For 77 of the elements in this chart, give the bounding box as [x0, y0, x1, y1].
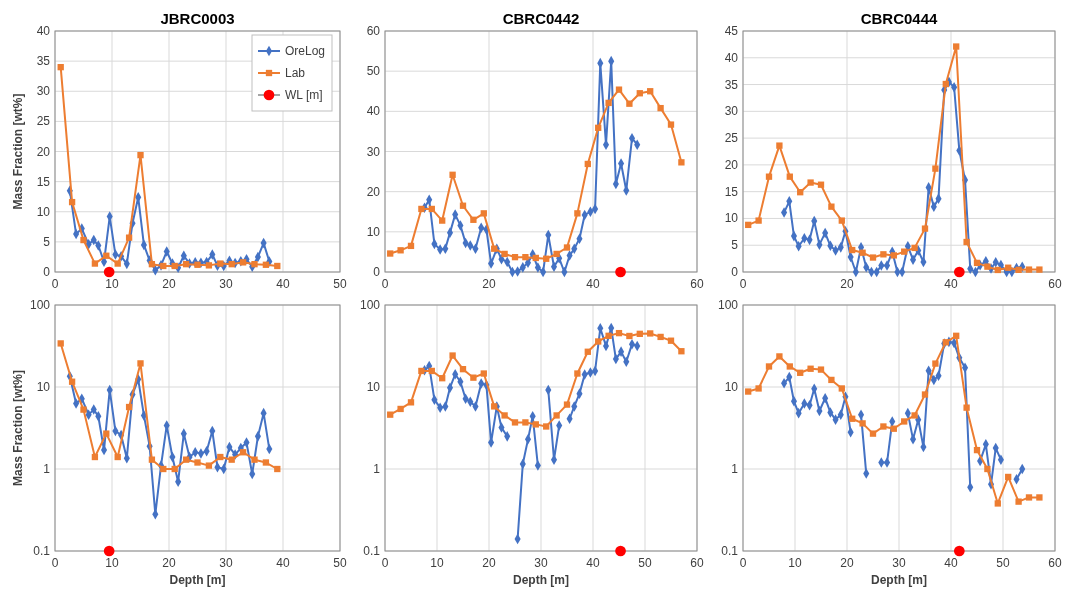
y-tick-label: 1: [731, 462, 739, 476]
y-axis-title: Mass Fraction [wt%]: [11, 369, 25, 487]
y-tick-label: 10: [36, 204, 51, 219]
y-tick-label: 1: [43, 462, 51, 476]
legend-label: WL [m]: [285, 88, 323, 102]
x-tick-label: 10: [105, 556, 119, 570]
legend-label: OreLog: [285, 44, 326, 58]
x-tick-label: 20: [482, 277, 496, 291]
y-tick-label: 25: [36, 114, 51, 129]
chart-title: CBRC0442: [502, 10, 580, 27]
y-tick-label: 10: [366, 380, 381, 394]
x-tick-label: 20: [162, 277, 176, 291]
y-tick-label: 1: [373, 462, 381, 476]
x-tick-label: 60: [690, 556, 704, 570]
y-tick-label: 40: [724, 50, 739, 65]
y-tick-label: 30: [36, 84, 51, 99]
x-tick-label: 30: [219, 556, 233, 570]
y-tick-label: 40: [36, 24, 51, 38]
y-tick-label: 5: [43, 234, 51, 249]
y-axis-title: Mass Fraction [wt%]: [11, 93, 25, 210]
y-tick-label: 20: [36, 144, 51, 159]
x-tick-label: 30: [892, 556, 906, 570]
y-tick-label: 40: [366, 104, 381, 119]
x-tick-label: 50: [333, 556, 347, 570]
x-tick-label: 50: [638, 556, 652, 570]
y-tick-label: 10: [36, 380, 51, 394]
y-tick-label: 20: [724, 157, 739, 172]
y-tick-label: 100: [359, 298, 381, 312]
x-tick-label: 10: [105, 277, 119, 291]
x-tick-label: 60: [1048, 556, 1062, 570]
x-tick-label: 40: [944, 556, 958, 570]
x-axis-title: Depth [m]: [871, 573, 927, 587]
x-tick-label: 60: [1048, 277, 1062, 291]
y-tick-label: 50: [366, 64, 381, 79]
x-tick-label: 40: [944, 277, 958, 291]
y-tick-label: 30: [724, 104, 739, 119]
y-tick-label: 0.1: [721, 544, 739, 558]
y-tick-label: 100: [717, 298, 739, 312]
x-tick-label: 20: [162, 556, 176, 570]
y-tick-label: 100: [29, 298, 51, 312]
y-tick-label: 35: [724, 77, 739, 92]
y-tick-label: 0.1: [363, 544, 381, 558]
x-tick-label: 30: [219, 277, 233, 291]
y-tick-label: 15: [724, 184, 739, 199]
x-tick-label: 50: [996, 556, 1010, 570]
x-tick-label: 40: [276, 556, 290, 570]
y-tick-label: 0: [373, 265, 381, 279]
x-axis-title: Depth [m]: [169, 573, 226, 587]
x-tick-label: 20: [482, 556, 496, 570]
y-tick-label: 15: [36, 174, 51, 189]
y-tick-label: 10: [724, 211, 739, 226]
y-tick-label: 60: [366, 24, 381, 38]
x-tick-label: 40: [276, 277, 290, 291]
x-tick-label: 40: [586, 556, 600, 570]
y-tick-label: 25: [724, 131, 739, 146]
x-tick-label: 50: [333, 277, 347, 291]
y-tick-label: 10: [366, 224, 381, 239]
x-axis-title: Depth [m]: [513, 573, 569, 587]
x-tick-label: 60: [690, 277, 704, 291]
y-tick-label: 0: [731, 265, 739, 279]
x-tick-label: 10: [788, 556, 802, 570]
y-tick-label: 35: [36, 54, 51, 69]
y-tick-label: 0.1: [33, 544, 51, 558]
x-tick-label: 40: [586, 277, 600, 291]
y-tick-label: 0: [43, 265, 51, 279]
x-tick-label: 10: [430, 556, 444, 570]
chart-title: CBRC0444: [860, 10, 939, 27]
y-tick-label: 10: [724, 380, 739, 394]
y-tick-label: 5: [731, 238, 739, 253]
chart-title: JBRC0003: [160, 10, 235, 27]
y-tick-label: 45: [724, 24, 739, 38]
x-tick-label: 30: [534, 556, 548, 570]
x-tick-label: 20: [840, 556, 854, 570]
x-tick-label: 20: [840, 277, 854, 291]
y-tick-label: 30: [366, 144, 381, 159]
y-tick-label: 20: [366, 184, 381, 199]
legend-label: Lab: [285, 66, 306, 80]
